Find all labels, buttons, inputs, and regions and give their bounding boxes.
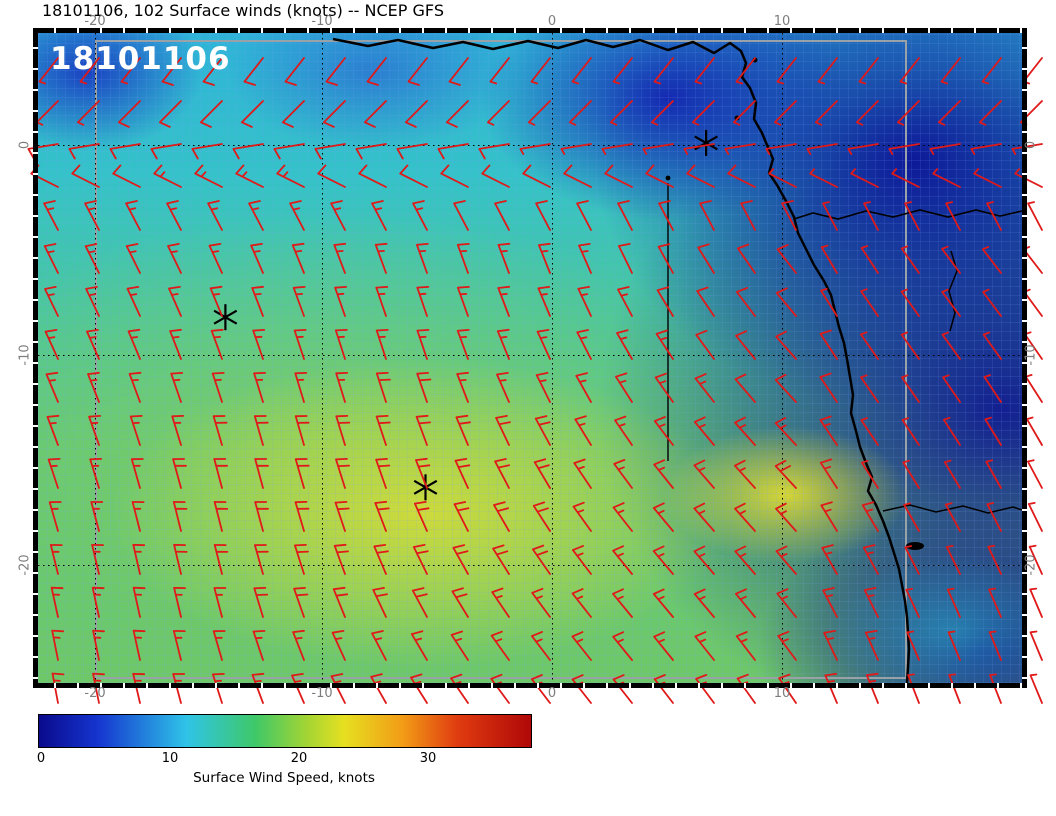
colorbar-tick-10: 10	[161, 751, 179, 766]
colorbar	[38, 714, 532, 748]
gridline-lon-minus20	[95, 33, 96, 683]
source-markers	[213, 129, 718, 501]
gridline-lat-0	[38, 145, 1022, 146]
gridline-lat-minus20	[38, 565, 1022, 566]
map-overlay-svg	[27, 37, 1043, 704]
river-south	[882, 504, 1023, 514]
colorbar-tick-0: 0	[36, 751, 46, 766]
axis-tick-top-1: -10	[311, 14, 333, 29]
axis-tick-right-2: -20	[1023, 554, 1039, 576]
axis-tick-left-0: 0	[17, 140, 33, 150]
wind-barbs	[27, 57, 1043, 704]
colorbar-tick-30: 30	[419, 751, 437, 766]
coastline	[332, 37, 911, 684]
model-domain-outline	[95, 40, 907, 679]
axis-tick-right-1: -10	[1023, 344, 1039, 366]
axis-tick-top-2: 0	[547, 14, 557, 29]
axis-tick-left-2: -20	[17, 554, 33, 576]
frame-ticks-bottom	[33, 683, 1027, 688]
river-east	[948, 250, 958, 332]
datetime-label: 18101106	[50, 41, 231, 77]
congo-river	[793, 209, 1023, 220]
gridline-lon-10	[782, 33, 783, 683]
chart-title: 18101106, 102 Surface winds (knots) -- N…	[42, 1, 444, 20]
axis-tick-top-0: -20	[84, 14, 106, 29]
map-canvas: 18101106	[27, 33, 1043, 704]
axis-tick-bottom-0: -20	[84, 686, 106, 701]
model-grid-texture	[38, 33, 1022, 683]
etosha-pan	[906, 542, 924, 550]
axis-tick-top-3: 10	[773, 14, 791, 29]
gridline-lat-minus10	[38, 355, 1022, 356]
colorbar-tick-20: 20	[290, 751, 308, 766]
gridline-lon-minus10	[322, 33, 323, 683]
colorbar-label: Surface Wind Speed, knots	[193, 770, 375, 786]
axis-tick-left-1: -10	[17, 344, 33, 366]
section-dot	[665, 175, 671, 181]
axis-tick-bottom-1: -10	[311, 686, 333, 701]
gridline-lon-0	[552, 33, 553, 683]
axis-tick-bottom-3: 10	[773, 686, 791, 701]
axis-tick-bottom-2: 0	[547, 686, 557, 701]
axis-tick-right-0: 0	[1023, 140, 1039, 150]
